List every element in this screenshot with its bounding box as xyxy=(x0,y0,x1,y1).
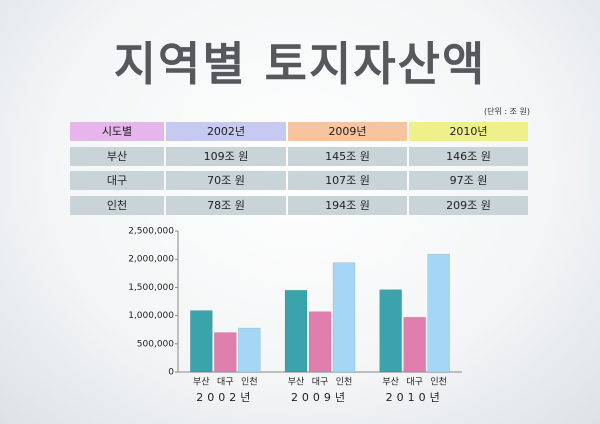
table-cell: 109조 원 xyxy=(166,146,286,166)
table-cell: 146조 원 xyxy=(409,146,528,166)
table-cell: 70조 원 xyxy=(166,171,286,190)
series-label: 대구 xyxy=(406,377,423,388)
bar xyxy=(214,332,237,373)
table-header-cell: 2010년 xyxy=(409,122,528,141)
series-label: 인천 xyxy=(336,377,353,388)
table-cell: 인천 xyxy=(70,195,164,215)
bar xyxy=(284,289,308,373)
x-tick-label: 2010년 xyxy=(386,391,444,404)
table-cell: 194조 원 xyxy=(288,195,407,215)
table-header-cell: 시도별 xyxy=(70,122,164,141)
table-header-cell: 2009년 xyxy=(288,122,407,141)
bar xyxy=(190,310,213,373)
series-label: 부산 xyxy=(382,377,399,388)
series-label: 인천 xyxy=(241,377,258,388)
slide-title: 지역별 토지자산액 xyxy=(113,37,487,91)
table-cell: 78조 원 xyxy=(166,195,286,215)
table-cell: 97조 원 xyxy=(409,171,528,190)
table-cell: 부산 xyxy=(70,146,164,166)
y-tick-label: 500,000 xyxy=(137,339,174,349)
bar xyxy=(403,317,426,373)
series-label: 부산 xyxy=(288,377,305,388)
table-cell: 145조 원 xyxy=(288,146,407,166)
bar xyxy=(238,327,261,373)
table-cell: 209조 원 xyxy=(409,195,528,215)
unit-note: (단위 : 조 원) xyxy=(483,107,530,116)
table-header-cell: 2002년 xyxy=(166,122,286,141)
bar xyxy=(427,253,450,373)
series-label: 부산 xyxy=(193,377,210,388)
bar xyxy=(308,311,332,373)
series-label: 대구 xyxy=(312,377,329,388)
x-tick-label: 2009년 xyxy=(291,391,349,404)
y-tick-label: 0 xyxy=(168,368,174,378)
series-label: 인천 xyxy=(430,377,447,388)
series-label: 대구 xyxy=(217,377,234,388)
y-tick-label: 1,000,000 xyxy=(128,311,174,321)
x-tick-label: 2002년 xyxy=(196,391,254,404)
y-tick-label: 1,500,000 xyxy=(128,283,174,293)
table-cell: 대구 xyxy=(70,171,164,190)
y-tick-label: 2,000,000 xyxy=(128,255,174,265)
bar xyxy=(379,289,402,373)
bar xyxy=(332,262,356,373)
table-cell: 107조 원 xyxy=(288,171,407,190)
y-tick-label: 2,500,000 xyxy=(128,227,174,237)
